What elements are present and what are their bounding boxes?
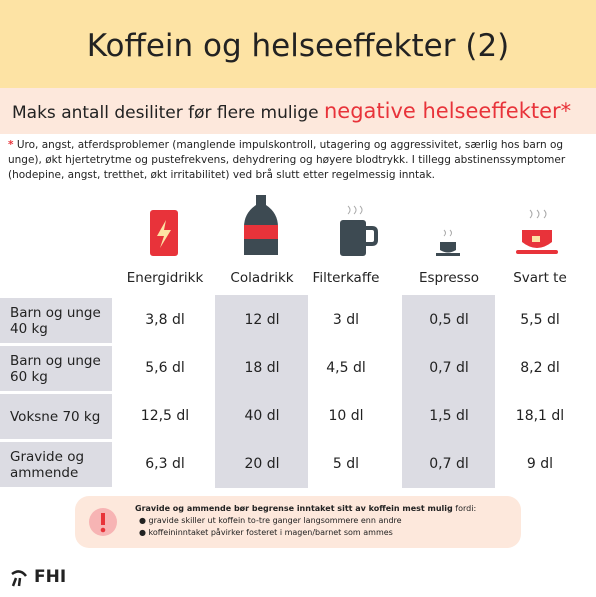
cell: 5,5 dl — [520, 312, 560, 328]
row-label: Gravide og ammende — [0, 442, 112, 487]
column-band — [402, 295, 495, 488]
cell: 0,5 dl — [429, 312, 469, 328]
logo: FHI — [34, 567, 67, 587]
warning-rest: fordi: — [452, 504, 477, 513]
subtitle: Maks antall desiliter før flere mulige n… — [0, 88, 596, 134]
footnote-text: Uro, angst, atferdsproblemer (manglende … — [8, 139, 566, 181]
subtitle-lead: Maks antall desiliter før flere mulige — [12, 103, 324, 123]
cell: 9 dl — [526, 456, 554, 472]
saucer — [516, 250, 558, 254]
cell: 6,3 dl — [145, 456, 185, 472]
cell: 12,5 dl — [140, 408, 190, 424]
subtitle-highlight: negative helseeffekter — [323, 99, 561, 123]
mug-icon — [340, 220, 366, 256]
cell: 12 dl — [244, 312, 280, 328]
cell: 4,5 dl — [326, 360, 366, 376]
column-header: Coladrikk — [230, 270, 294, 286]
steam — [347, 205, 363, 215]
icons — [150, 195, 558, 256]
logo-icon — [11, 570, 27, 587]
row-label: Barn og unge 40 kg — [0, 298, 112, 343]
bullet: ● gravide skiller ut koffein to-tre gang… — [135, 515, 476, 527]
cell: 18,1 dl — [515, 408, 565, 424]
cell: 0,7 dl — [429, 456, 469, 472]
column-header: Filterkaffe — [312, 270, 380, 286]
tea-tag — [532, 236, 540, 242]
warning-text: Gravide og ammende bør begrense inntaket… — [135, 503, 476, 539]
cell: 18 dl — [244, 360, 280, 376]
steam — [529, 209, 547, 219]
espresso-icon — [440, 242, 456, 253]
mug-handle — [366, 226, 378, 246]
steam — [443, 229, 452, 237]
row-label: Voksne 70 kg — [0, 394, 112, 439]
column-header: Espresso — [418, 270, 480, 286]
bullet-dot: ● — [139, 528, 149, 537]
cell: 8,2 dl — [520, 360, 560, 376]
footnote-star: * — [8, 139, 14, 151]
bullet-text: gravide skiller ut koffein to-tre ganger… — [148, 516, 402, 525]
warning-icon — [89, 508, 117, 536]
bullet-text: koffeininntaket påvirker fosteret i mage… — [148, 528, 393, 537]
cell: 1,5 dl — [429, 408, 469, 424]
cell: 10 dl — [328, 408, 364, 424]
cell: 20 dl — [244, 456, 280, 472]
bullets: ● gravide skiller ut koffein to-tre gang… — [135, 515, 476, 539]
cell: 3 dl — [332, 312, 360, 328]
column-band — [215, 295, 308, 488]
cell: 0,7 dl — [429, 360, 469, 376]
cola-label — [244, 225, 278, 239]
warning-bold: Gravide og ammende bør begrense inntaket… — [135, 504, 453, 513]
bullet-dot: ● — [139, 516, 149, 525]
bolt — [157, 220, 171, 248]
warning-box — [75, 496, 521, 548]
saucer — [436, 253, 460, 256]
bullet: ● koffeininntaket påvirker fosteret i ma… — [135, 527, 476, 539]
subtitle-star: * — [560, 99, 572, 123]
row-label: Barn og unge 60 kg — [0, 346, 112, 391]
cell: 3,8 dl — [145, 312, 185, 328]
cell: 40 dl — [244, 408, 280, 424]
column-header: Svart te — [513, 270, 567, 286]
column-header: Energidrikk — [126, 270, 204, 286]
title: Koffein og helseeffekter (2) — [0, 0, 596, 88]
cell: 5,6 dl — [145, 360, 185, 376]
footnote: * Uro, angst, atferdsproblemer (manglend… — [8, 138, 588, 183]
cell: 5 dl — [332, 456, 360, 472]
